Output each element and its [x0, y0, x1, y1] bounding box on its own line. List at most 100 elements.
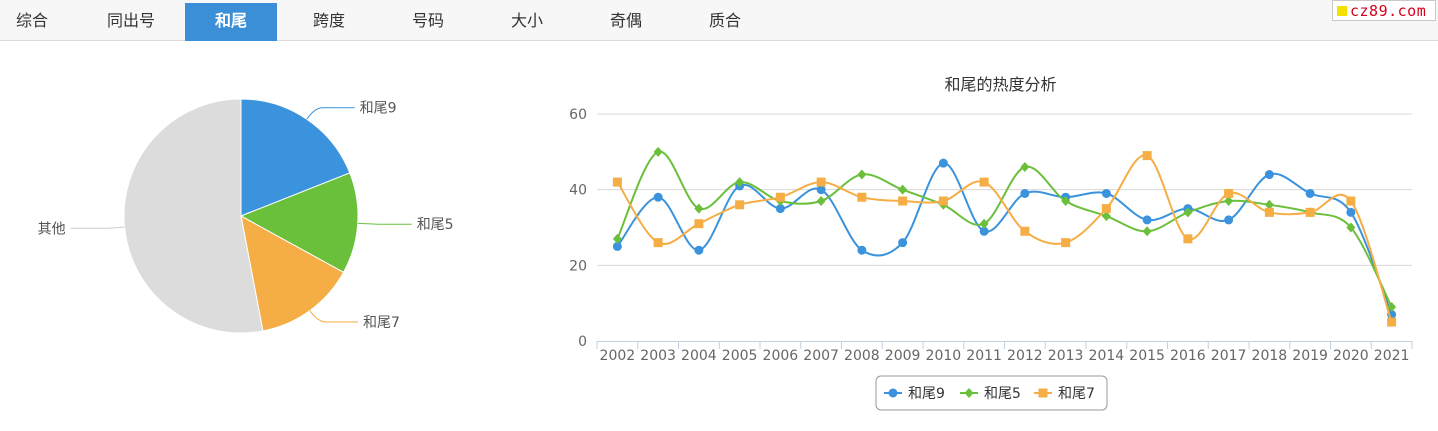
data-point-2-11[interactable]: [1061, 238, 1071, 248]
data-point-2-15[interactable]: [1224, 188, 1234, 198]
data-point-1-7[interactable]: [898, 184, 908, 195]
data-point-2-5[interactable]: [816, 177, 826, 187]
data-point-1-18[interactable]: [1346, 222, 1356, 233]
tab-bar: 综合 同出号 和尾 跨度 号码 大小 奇偶 质合 cz89.com: [0, 0, 1438, 41]
data-point-1-14[interactable]: [1183, 207, 1193, 218]
data-point-0-17[interactable]: [1305, 188, 1315, 198]
data-point-0-2[interactable]: [694, 245, 704, 255]
data-point-2-1[interactable]: [653, 238, 663, 248]
legend-marker-1[interactable]: [964, 388, 974, 398]
y-tick-label-0: 0: [578, 334, 587, 350]
legend-box: [875, 375, 1108, 411]
data-point-2-8[interactable]: [938, 196, 948, 206]
chart-title: 和尾的热度分析: [944, 75, 1056, 94]
legend-label-1: 和尾5: [984, 386, 1021, 402]
data-point-2-12[interactable]: [1101, 204, 1111, 214]
data-point-0-16[interactable]: [1264, 170, 1274, 180]
data-point-2-3[interactable]: [735, 200, 745, 210]
data-point-1-9[interactable]: [979, 218, 989, 229]
data-point-1-10[interactable]: [1020, 161, 1030, 172]
x-tick-label-17: 2019: [1292, 348, 1328, 364]
data-point-2-2[interactable]: [694, 219, 704, 229]
y-tick-label-1: 20: [569, 258, 587, 274]
tab-tongchuhao[interactable]: 同出号: [106, 11, 155, 30]
data-point-1-5[interactable]: [816, 196, 826, 207]
data-point-0-9[interactable]: [979, 226, 989, 236]
data-point-0-4[interactable]: [775, 204, 785, 214]
legend-item-0[interactable]: 和尾9: [884, 386, 945, 402]
data-point-0-5[interactable]: [816, 185, 826, 195]
x-tick-label-14: 2016: [1170, 348, 1206, 364]
tab-daxiao[interactable]: 大小: [510, 11, 543, 30]
x-tick-label-16: 2018: [1252, 348, 1288, 364]
data-point-2-6[interactable]: [857, 192, 867, 202]
data-point-2-9[interactable]: [979, 177, 989, 187]
legend-label-0: 和尾9: [908, 386, 945, 402]
tab-hewei[interactable]: 和尾: [185, 3, 277, 41]
data-point-1-15[interactable]: [1224, 196, 1234, 207]
legend-marker-0[interactable]: [888, 388, 898, 398]
data-point-1-1[interactable]: [653, 146, 663, 157]
site-logo[interactable]: cz89.com: [1332, 0, 1436, 21]
data-point-0-10[interactable]: [1020, 188, 1030, 198]
x-tick-label-10: 2012: [1007, 348, 1043, 364]
data-point-1-0[interactable]: [612, 233, 622, 244]
data-point-0-13[interactable]: [1142, 215, 1152, 225]
x-tick-label-18: 2020: [1333, 348, 1369, 364]
pie-connector-2: [309, 310, 358, 323]
legend-label-2: 和尾7: [1058, 386, 1095, 402]
pie-connector-1: [357, 222, 412, 225]
pie-slice-1[interactable]: [239, 172, 359, 274]
data-point-1-11[interactable]: [1061, 196, 1071, 207]
series-2: [612, 151, 1397, 327]
series-line-0: [616, 162, 1393, 315]
data-point-0-6[interactable]: [857, 245, 867, 255]
data-point-2-13[interactable]: [1142, 151, 1152, 161]
data-point-0-0[interactable]: [612, 241, 622, 251]
legend-item-2[interactable]: 和尾7: [1034, 386, 1095, 402]
data-point-2-16[interactable]: [1264, 207, 1274, 217]
data-point-0-8[interactable]: [938, 158, 948, 168]
data-point-2-17[interactable]: [1305, 207, 1315, 217]
data-point-2-19[interactable]: [1387, 317, 1397, 327]
legend-marker-2[interactable]: [1038, 388, 1048, 398]
x-tick-label-6: 2008: [844, 348, 880, 364]
data-point-0-18[interactable]: [1346, 207, 1356, 217]
x-tick-label-2: 2004: [681, 348, 717, 364]
data-point-0-7[interactable]: [898, 238, 908, 248]
x-tick-label-9: 2011: [966, 348, 1002, 364]
data-point-2-0[interactable]: [612, 177, 622, 187]
series-line-2: [616, 154, 1393, 323]
legend-item-1[interactable]: 和尾5: [960, 386, 1021, 402]
tab-jiou[interactable]: 奇偶: [609, 11, 642, 30]
pie-slice-2[interactable]: [240, 215, 345, 332]
data-point-1-16[interactable]: [1264, 199, 1274, 210]
data-point-2-4[interactable]: [775, 192, 785, 202]
tab-kuadu[interactable]: 跨度: [312, 11, 345, 30]
data-point-1-3[interactable]: [735, 177, 745, 188]
tab-haoma[interactable]: 号码: [411, 11, 444, 30]
data-point-1-2[interactable]: [694, 203, 704, 214]
tab-zonghe[interactable]: 综合: [15, 11, 48, 30]
data-point-1-13[interactable]: [1142, 226, 1152, 237]
pie-label-1: 和尾5: [417, 217, 454, 233]
data-point-2-18[interactable]: [1346, 196, 1356, 206]
tab-zhihe[interactable]: 质合: [708, 11, 741, 30]
data-point-1-12[interactable]: [1101, 211, 1111, 222]
x-tick-label-1: 2003: [640, 348, 676, 364]
pie-label-3: 其他: [38, 221, 66, 237]
pie-slice-3[interactable]: [123, 98, 264, 334]
data-point-0-12[interactable]: [1101, 188, 1111, 198]
y-tick-label-2: 40: [569, 183, 587, 199]
data-point-2-7[interactable]: [898, 196, 908, 206]
data-point-2-14[interactable]: [1183, 234, 1193, 244]
data-point-0-15[interactable]: [1224, 215, 1234, 225]
data-point-1-19[interactable]: [1387, 301, 1397, 312]
pie-chart: 和尾9 和尾5 和尾7 其他: [38, 98, 454, 334]
data-point-0-1[interactable]: [653, 192, 663, 202]
logo-text: cz89.com: [1350, 1, 1427, 20]
data-point-1-6[interactable]: [857, 169, 867, 180]
data-point-2-10[interactable]: [1020, 226, 1030, 236]
pie-slice-0[interactable]: [240, 98, 351, 217]
series-0: [612, 158, 1397, 320]
